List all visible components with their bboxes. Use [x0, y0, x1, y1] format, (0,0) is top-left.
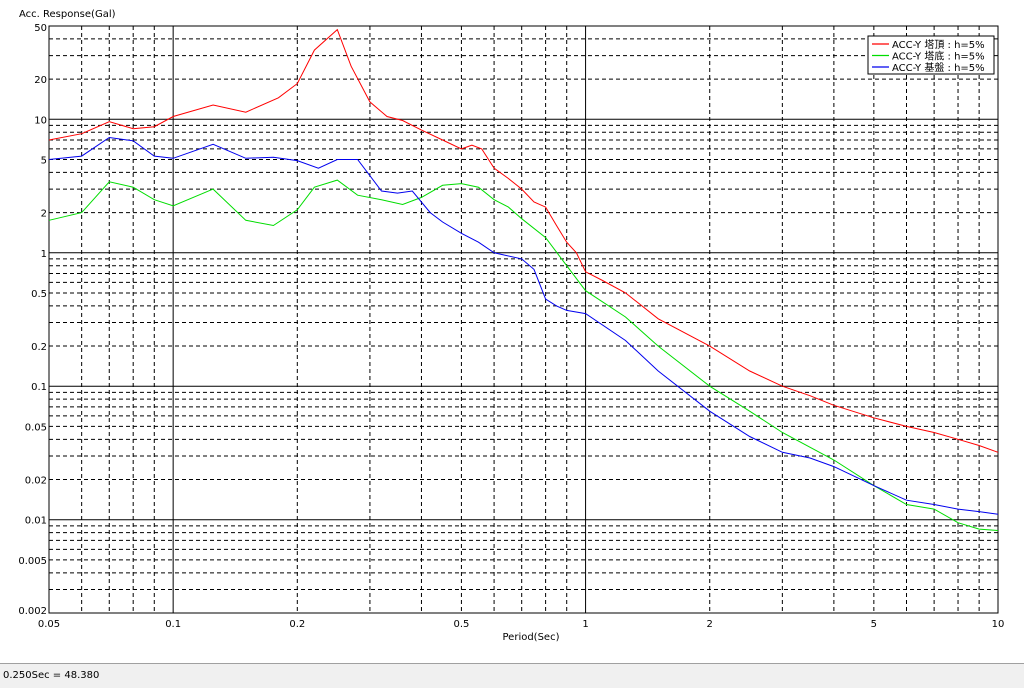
x-tick-label: 0.05: [38, 619, 60, 630]
y-tick-label: 10: [34, 115, 47, 126]
y-tick-label: 0.05: [25, 422, 47, 433]
x-tick-label: 0.5: [453, 619, 469, 630]
chart-area: Acc. Response(Gal) 0.05 0.1 0.2 0.5 1 2 5 10 50 2…: [18, 9, 1005, 643]
legend: ACC-Y 塔頂 : h=5%ACC-Y 塔底 : h=5%ACC-Y 基盤 :…: [867, 35, 995, 75]
plot-frame: [48, 25, 999, 614]
legend-label-1: ACC-Y 塔頂 : h=5%: [892, 38, 985, 51]
x-tick-label: 0.2: [289, 619, 305, 630]
series-line-1: [48, 28, 999, 453]
series-group: [48, 28, 999, 531]
x-tick-label: 0.1: [165, 619, 181, 630]
y-tick-label: 1: [41, 249, 47, 260]
status-bar: 0.250Sec = 48.380: [0, 663, 1024, 688]
legend-label-2: ACC-Y 塔底 : h=5%: [892, 50, 985, 63]
y-tick-label: 0.5: [31, 289, 47, 300]
y-tick-label: 0.005: [18, 556, 47, 567]
tick-labels: 0.05 0.1 0.2 0.5 1 2 5 10 50 20 10 5 2 1 0.5 0.2 0.1 0.05…: [18, 23, 1004, 630]
response-spectrum-chart: Acc. Response(Gal) 0.05 0.1 0.2 0.5 1 2 5 10 50 2…: [18, 9, 1004, 643]
x-tick-label: 5: [871, 619, 877, 630]
y-tick-label: 5: [41, 155, 47, 166]
y-tick-label: 0.01: [25, 516, 47, 527]
legend-label-3: ACC-Y 基盤 : h=5%: [892, 61, 985, 74]
x-axis-label: Period(Sec): [503, 632, 560, 643]
y-tick-label: 0.002: [18, 606, 47, 617]
x-tick-label: 2: [707, 619, 713, 630]
y-tick-label: 0.2: [31, 342, 47, 353]
series-line-3: [48, 136, 999, 515]
x-tick-label: 1: [582, 619, 588, 630]
y-tick-label: 20: [34, 75, 47, 86]
series-line-2: [48, 179, 999, 531]
x-tick-label: 10: [992, 619, 1005, 630]
status-readout: 0.250Sec = 48.380: [3, 670, 100, 681]
y-tick-label: 50: [34, 23, 47, 34]
y-tick-label: 0.1: [31, 382, 47, 393]
y-axis-label: Acc. Response(Gal): [19, 9, 116, 20]
y-tick-label: 0.02: [25, 476, 47, 487]
y-tick-label: 2: [41, 209, 47, 220]
grid: [49, 26, 998, 613]
